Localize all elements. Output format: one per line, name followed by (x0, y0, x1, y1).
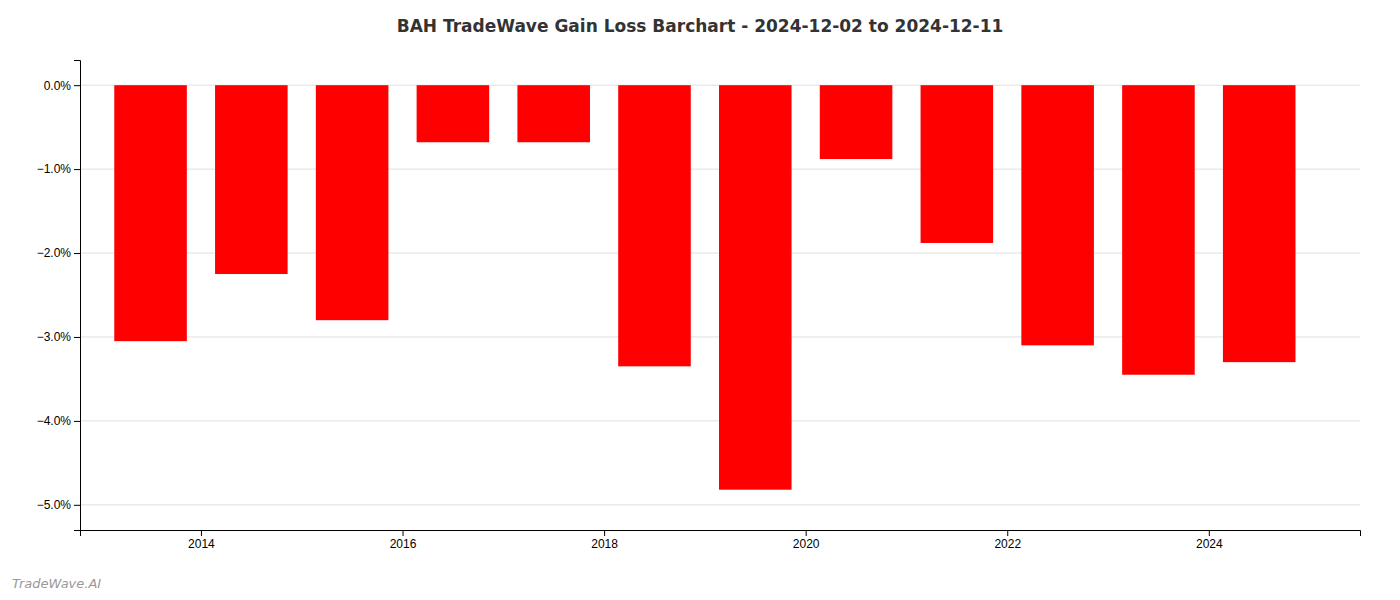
bar (1021, 85, 1094, 345)
tick-label: 0.0% (44, 79, 72, 93)
grid (80, 85, 1360, 505)
tick-mark (1007, 530, 1008, 536)
tick: −4.0% (37, 414, 80, 428)
tick-mark (74, 169, 80, 170)
tick-label: −5.0% (37, 498, 72, 512)
tick-label: 2022 (994, 537, 1021, 551)
bar (316, 85, 389, 320)
bar (921, 85, 994, 243)
chart: 0.0%−1.0%−2.0%−3.0%−4.0%−5.0%20142016201… (0, 0, 1400, 600)
tick-label: −4.0% (37, 414, 72, 428)
bar (618, 85, 691, 366)
tick-label: 2020 (793, 537, 820, 551)
tick-mark (403, 530, 404, 536)
tick: 2020 (793, 530, 820, 551)
tick: −5.0% (37, 498, 80, 512)
tick-mark (806, 530, 807, 536)
bar (517, 85, 590, 142)
bars (114, 85, 1295, 490)
bar (114, 85, 187, 341)
bar (417, 85, 490, 142)
tick-mark (74, 85, 80, 86)
title: BAH TradeWave Gain Loss Barchart - 2024-… (397, 16, 1004, 36)
tick-mark (74, 421, 80, 422)
tick-label: −2.0% (37, 246, 72, 260)
tick: −3.0% (37, 330, 80, 344)
x-axis: 2014 2016 2018 2020 2022 2024 (81, 530, 1361, 551)
tick: 0.0% (44, 79, 80, 93)
annotation: TradeWave.AI (12, 576, 101, 591)
grid-line (80, 504, 1360, 505)
tick: 2018 (591, 530, 618, 551)
tick-label: 2016 (390, 537, 417, 551)
tick-mark (604, 530, 605, 536)
tick-label: 2024 (1196, 537, 1223, 551)
plot: 0.0%−1.0%−2.0%−3.0%−4.0%−5.0%20142016201… (37, 61, 1361, 551)
bar (1223, 85, 1296, 362)
tick: 2022 (994, 530, 1021, 551)
tick-mark (1209, 530, 1210, 536)
tick-mark (201, 530, 202, 536)
tick-label: −3.0% (37, 330, 72, 344)
bar (820, 85, 893, 159)
axis-line (74, 61, 81, 531)
tick-label: 2018 (591, 537, 618, 551)
tick-mark (74, 337, 80, 338)
tick-mark (74, 253, 80, 254)
tick: −1.0% (37, 162, 80, 176)
tick-label: 2014 (188, 537, 215, 551)
y-axis: 0.0% −1.0% −2.0% −3.0% −4.0% −5.0% (37, 61, 81, 531)
axis-line (81, 531, 1361, 537)
tick-mark (74, 505, 80, 506)
tick: 2016 (390, 530, 417, 551)
bar (719, 85, 792, 490)
tick: 2014 (188, 530, 215, 551)
bar (1122, 85, 1195, 375)
tick: 2024 (1196, 530, 1223, 551)
tick: −2.0% (37, 246, 80, 260)
bar (215, 85, 288, 274)
tick-label: −1.0% (37, 162, 72, 176)
